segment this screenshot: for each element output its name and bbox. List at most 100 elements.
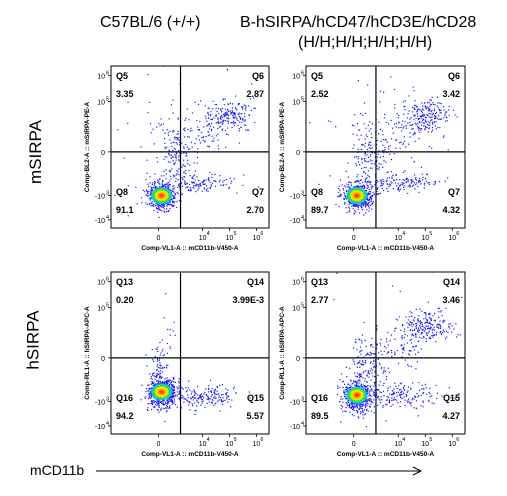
quadrant-name-upper-right: Q14 bbox=[443, 277, 460, 287]
y-tick-exponent: 6 bbox=[301, 71, 304, 77]
y-tick-exponent: 5 bbox=[301, 97, 304, 103]
quadrant-name-upper-left: Q13 bbox=[116, 277, 133, 287]
y-tick-exponent: 4 bbox=[106, 215, 109, 221]
y-axis-title: Comp-BL2-A :: mSIRPA-PE-A bbox=[84, 102, 91, 193]
y-tick-label: 10 bbox=[292, 306, 300, 313]
x-tick-label: 0 bbox=[156, 441, 160, 448]
y-tick-label: -10 bbox=[95, 194, 105, 201]
quadrant-percent-lower-right: 5.57 bbox=[246, 411, 264, 421]
quadrant-percent-lower-left: 94.2 bbox=[116, 411, 134, 421]
x-axis-title: Comp-VL1-A :: mCD11b-V450-A bbox=[141, 451, 239, 458]
y-tick-exponent: 5 bbox=[106, 303, 109, 309]
y-tick-label: -10 bbox=[290, 194, 300, 201]
y-tick-label: -10 bbox=[95, 424, 105, 431]
quadrant-name-lower-right: Q7 bbox=[448, 187, 460, 197]
plot-frame bbox=[110, 271, 270, 435]
y-tick-label: -10 bbox=[290, 400, 300, 407]
quadrant-name-upper-left: Q13 bbox=[311, 277, 328, 287]
y-tick-label: 10 bbox=[97, 100, 105, 107]
x-tick-label: 10 bbox=[421, 441, 429, 448]
x-tick-label: 10 bbox=[252, 235, 260, 242]
quadrant-percent-lower-left: 91.1 bbox=[116, 205, 134, 215]
x-tick-label: 10 bbox=[199, 235, 207, 242]
bottom-axis-label: mCD11b bbox=[30, 462, 85, 478]
quadrant-percent-lower-right: 4.27 bbox=[442, 411, 460, 421]
x-tick-exponent: 5 bbox=[234, 231, 237, 237]
x-tick-exponent: 5 bbox=[429, 437, 432, 443]
quadrant-percent-lower-left: 89.5 bbox=[311, 411, 329, 421]
y-tick-label: 0 bbox=[101, 150, 105, 157]
x-tick-label: 10 bbox=[226, 441, 234, 448]
x-tick-exponent: 6 bbox=[260, 231, 263, 237]
quadrant-name-lower-right: Q15 bbox=[443, 393, 460, 403]
quadrant-percent-upper-left: 2.77 bbox=[311, 295, 329, 305]
dot-plot-panel-3: Q13 0.20 Q14 3.99E-3 Q16 94.2 Q15 5.57 Comp-RL1-… bbox=[84, 271, 270, 458]
quadrant-percent-upper-left: 0.20 bbox=[116, 295, 134, 305]
x-tick-exponent: 5 bbox=[234, 437, 237, 443]
quadrant-name-lower-left: Q8 bbox=[116, 187, 128, 197]
density-core bbox=[345, 386, 368, 404]
y-tick-exponent: 3 bbox=[106, 397, 109, 403]
quadrant-name-lower-right: Q15 bbox=[247, 393, 264, 403]
y-tick-label: 10 bbox=[97, 74, 105, 81]
y-tick-exponent: 3 bbox=[301, 397, 304, 403]
y-tick-exponent: 3 bbox=[106, 191, 109, 197]
x-tick-label: 10 bbox=[226, 235, 234, 242]
x-tick-exponent: 4 bbox=[402, 231, 405, 237]
quadrant-name-upper-right: Q6 bbox=[252, 71, 264, 81]
x-tick-label: 0 bbox=[156, 235, 160, 242]
quadrant-percent-upper-right: 3.46 bbox=[442, 295, 460, 305]
x-axis-title: Comp-VL1-A :: mCD11b-V450-A bbox=[337, 451, 435, 458]
x-tick-label: 10 bbox=[421, 235, 429, 242]
y-tick-label: 10 bbox=[292, 100, 300, 107]
x-tick-label: 10 bbox=[394, 441, 402, 448]
y-tick-label: 0 bbox=[101, 356, 105, 363]
y-tick-label: 10 bbox=[97, 280, 105, 287]
x-tick-exponent: 6 bbox=[260, 437, 263, 443]
x-tick-exponent: 4 bbox=[207, 437, 210, 443]
x-axis-title: Comp-VL1-A :: mCD11b-V450-A bbox=[337, 245, 435, 252]
quadrant-percent-lower-right: 4.32 bbox=[442, 205, 460, 215]
y-tick-label: -10 bbox=[95, 400, 105, 407]
y-tick-exponent: 5 bbox=[106, 97, 109, 103]
x-tick-label: 10 bbox=[199, 441, 207, 448]
y-tick-label: 0 bbox=[296, 150, 300, 157]
dot-plot-panel-4: Q13 2.77 Q14 3.46 Q16 89.5 Q15 4.27 Comp-RL1-A :… bbox=[279, 271, 466, 458]
y-tick-exponent: 6 bbox=[106, 277, 109, 283]
y-tick-label: -10 bbox=[290, 424, 300, 431]
quadrant-name-upper-left: Q5 bbox=[116, 71, 128, 81]
quadrant-percent-upper-left: 2.52 bbox=[311, 89, 329, 99]
x-tick-exponent: 6 bbox=[456, 437, 459, 443]
x-tick-exponent: 4 bbox=[207, 231, 210, 237]
y-axis-title: Comp-RL1-A :: hSIRPA-APC-A bbox=[279, 306, 286, 400]
quadrant-percent-lower-right: 2.70 bbox=[246, 205, 264, 215]
density-core bbox=[345, 186, 368, 205]
x-tick-label: 10 bbox=[448, 235, 456, 242]
x-axis-title: Comp-VL1-A :: mCD11b-V450-A bbox=[141, 245, 239, 252]
quadrant-name-upper-left: Q5 bbox=[311, 71, 323, 81]
quadrant-name-lower-left: Q16 bbox=[116, 393, 133, 403]
quadrant-name-upper-right: Q14 bbox=[247, 277, 264, 287]
y-tick-exponent: 4 bbox=[106, 421, 109, 427]
x-tick-label: 10 bbox=[252, 441, 260, 448]
quadrant-percent-upper-right: 3.42 bbox=[442, 89, 460, 99]
y-tick-label: -10 bbox=[95, 218, 105, 225]
column-title-humanized: B-hSIRPA/hCD47/hCD3E/hCD28 bbox=[240, 14, 477, 31]
plot-frame bbox=[110, 65, 270, 229]
y-axis-title: Comp-BL2-A :: mSIRPA-PE-A bbox=[279, 102, 286, 193]
x-tick-exponent: 6 bbox=[456, 231, 459, 237]
quadrant-percent-upper-right: 3.99E-3 bbox=[232, 295, 264, 305]
density-core bbox=[150, 186, 173, 205]
quadrant-percent-upper-left: 3.35 bbox=[116, 89, 134, 99]
x-tick-exponent: 4 bbox=[402, 437, 405, 443]
y-tick-exponent: 6 bbox=[106, 71, 109, 77]
column-title-wildtype: C57BL/6 (+/+) bbox=[100, 14, 201, 31]
density-core bbox=[150, 383, 173, 401]
x-tick-label: 10 bbox=[394, 235, 402, 242]
y-tick-exponent: 4 bbox=[301, 215, 304, 221]
column-title-genotype: (H/H;H/H;H/H;H/H) bbox=[298, 34, 433, 51]
plot-frame bbox=[305, 271, 466, 435]
